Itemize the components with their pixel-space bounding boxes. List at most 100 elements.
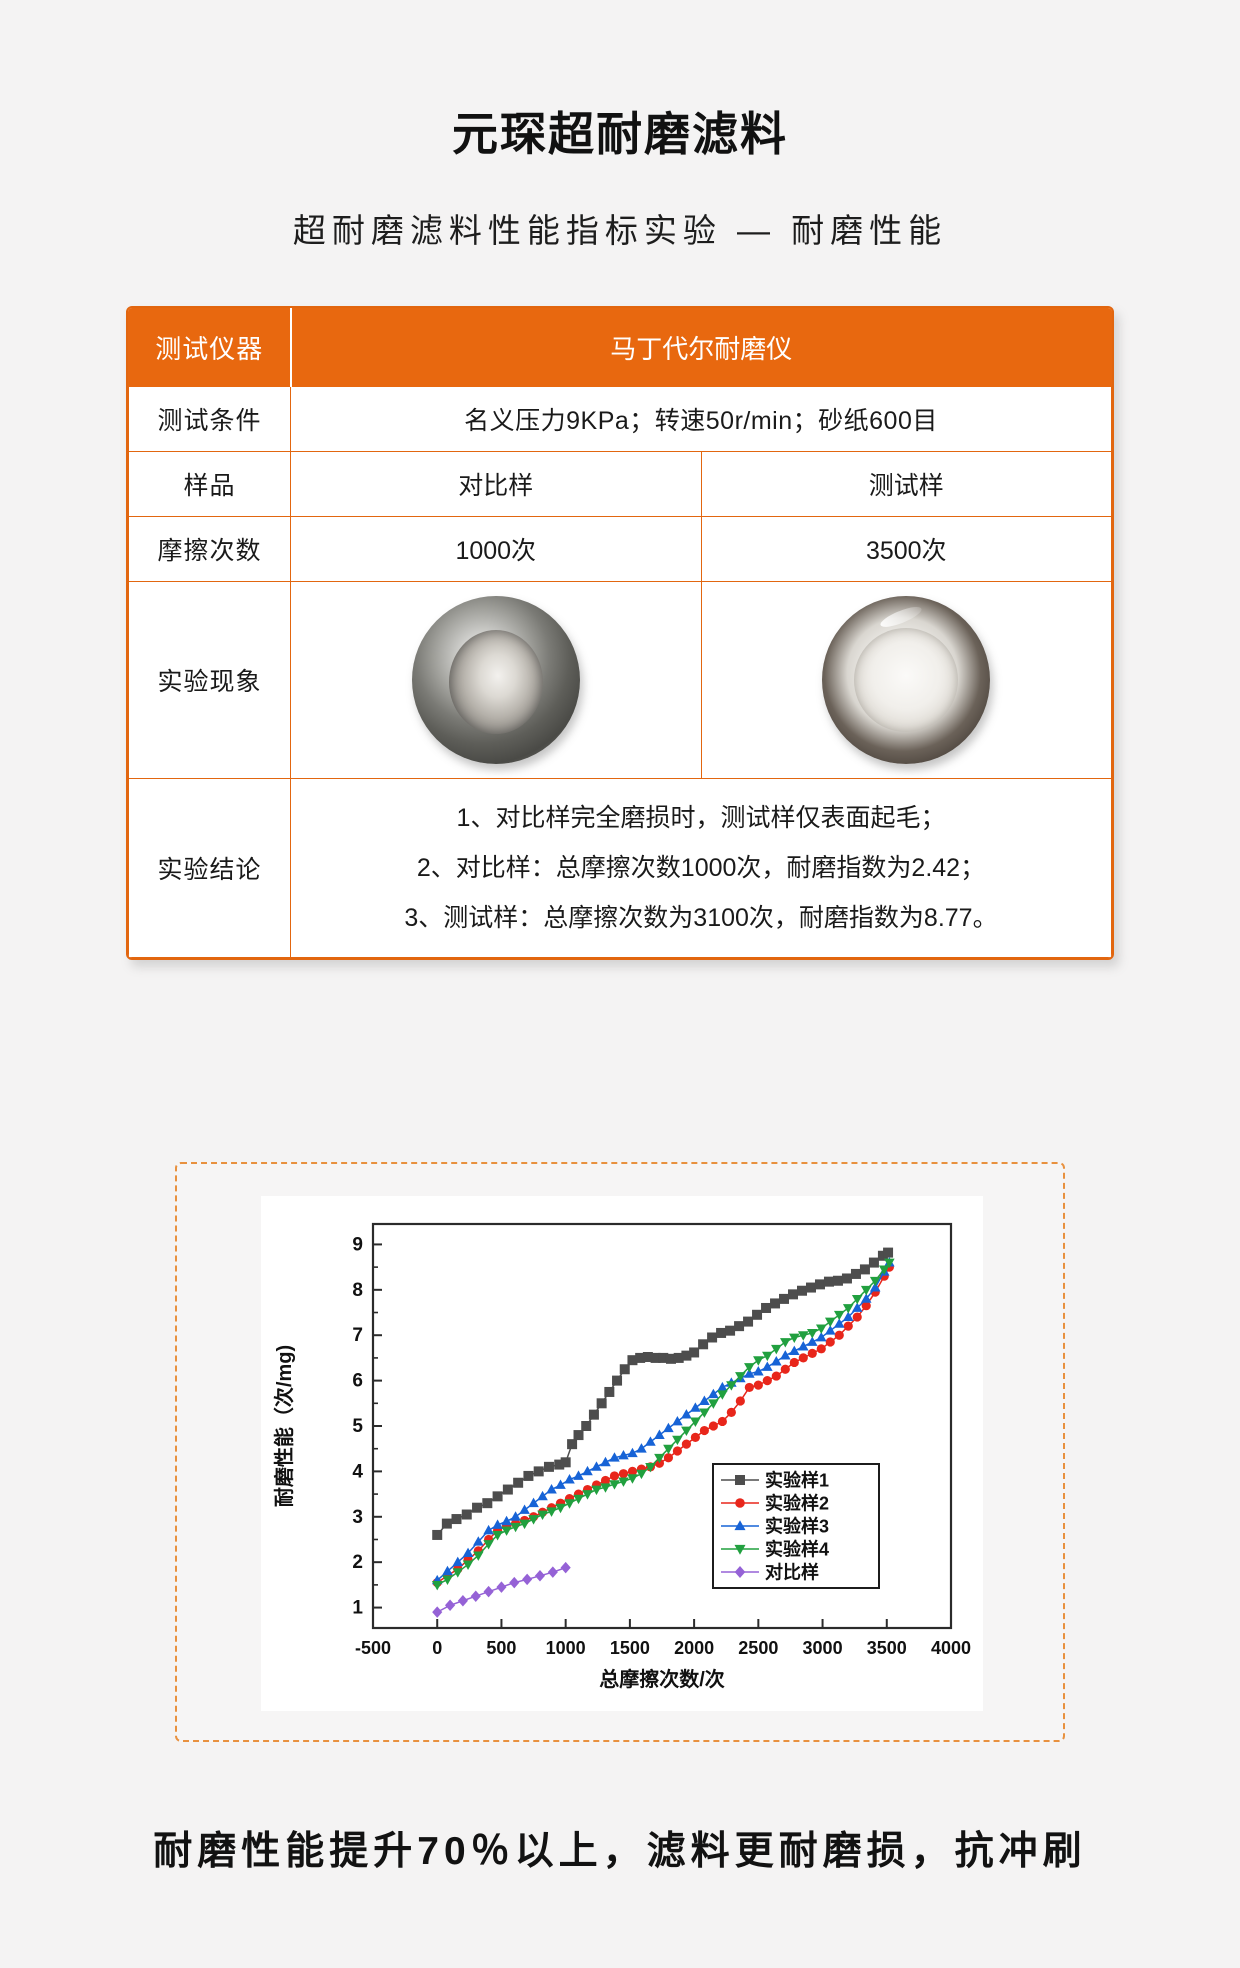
y-tick-label: 1 xyxy=(352,1598,363,1619)
y-tick-label: 2 xyxy=(352,1552,363,1573)
data-point xyxy=(806,1336,818,1346)
data-point xyxy=(650,1352,661,1363)
row-label-conclusion: 实验结论 xyxy=(128,778,291,958)
data-point xyxy=(789,1333,800,1344)
row-value-sample-test: 测试样 xyxy=(700,451,1112,517)
y-tick-label: 8 xyxy=(352,1280,363,1301)
data-point xyxy=(627,1447,638,1458)
data-point xyxy=(537,1510,548,1521)
page-title: 元琛超耐磨滤料 xyxy=(452,108,788,160)
data-point xyxy=(833,1318,845,1328)
data-point xyxy=(519,1519,530,1530)
data-point xyxy=(860,1293,872,1303)
data-point xyxy=(445,1599,456,1612)
data-point xyxy=(824,1317,836,1328)
row-value-sample-compare: 对比样 xyxy=(290,451,702,517)
chart-image: 1 2 3 4 5 6 7 8 9 -500 0 500 1000 1500 2000 2500 3000 350… xyxy=(261,1196,983,1711)
data-point xyxy=(690,1432,700,1442)
row-label-sample: 样品 xyxy=(128,451,291,517)
data-point xyxy=(582,1465,593,1476)
data-point xyxy=(717,1381,728,1392)
data-point xyxy=(636,1469,647,1480)
data-point xyxy=(735,1498,745,1508)
data-point xyxy=(604,1386,615,1397)
data-point xyxy=(779,1293,790,1304)
data-point xyxy=(815,1331,827,1342)
data-point xyxy=(546,1484,557,1494)
table-row-observation: 实验现象 xyxy=(128,581,1112,779)
data-point xyxy=(635,1352,646,1363)
data-point xyxy=(734,1520,746,1531)
data-point xyxy=(452,1556,464,1567)
data-point xyxy=(681,1409,692,1419)
table-row-sample: 样品 对比样 测试样 xyxy=(128,451,1112,517)
series-1 xyxy=(432,1247,894,1540)
data-point xyxy=(573,1494,584,1505)
data-point xyxy=(457,1595,468,1607)
data-point xyxy=(744,1368,755,1378)
y-tick-label: 9 xyxy=(352,1234,363,1255)
data-point xyxy=(492,1519,503,1529)
data-point xyxy=(501,1515,512,1526)
data-point xyxy=(663,1453,674,1463)
data-point xyxy=(734,1544,746,1555)
data-point xyxy=(716,1327,727,1338)
data-point xyxy=(663,1444,674,1455)
data-point xyxy=(824,1325,836,1335)
data-point xyxy=(564,1499,575,1509)
data-point xyxy=(753,1366,764,1376)
data-point xyxy=(663,1422,674,1433)
row-label-friction-count: 摩擦次数 xyxy=(128,516,291,582)
data-point xyxy=(609,1452,620,1462)
conclusion-line-2: 2、对比样：总摩擦次数1000次，耐磨指数为2.42； xyxy=(416,854,986,882)
data-point xyxy=(735,1396,745,1406)
data-point xyxy=(609,1471,620,1481)
data-point xyxy=(588,1409,599,1420)
data-point xyxy=(513,1477,524,1488)
data-point xyxy=(797,1341,809,1351)
data-point xyxy=(473,1536,484,1546)
legend-label: 对比样 xyxy=(765,1562,819,1583)
conclusion-text-cell: 1、对比样完全磨损时，测试样仅表面起毛； 2、对比样：总摩擦次数1000次，耐磨… xyxy=(290,778,1112,958)
y-tick-label: 6 xyxy=(352,1371,363,1392)
data-point xyxy=(798,1353,808,1363)
data-point xyxy=(878,1265,890,1275)
data-point xyxy=(645,1436,656,1446)
data-point xyxy=(482,1498,493,1509)
data-point xyxy=(850,1268,861,1279)
x-axis-label: 总摩擦次数/次 xyxy=(599,1667,725,1691)
data-point xyxy=(600,1475,611,1486)
data-point xyxy=(851,1302,863,1312)
x-tick-label: 1500 xyxy=(610,1638,650,1658)
data-point xyxy=(519,1504,530,1514)
data-point xyxy=(708,1388,719,1399)
data-point xyxy=(528,1497,539,1508)
data-point xyxy=(618,1449,629,1460)
table-row-friction-count: 摩擦次数 1000次 3500次 xyxy=(128,516,1112,582)
spec-table-container: 测试仪器 马丁代尔耐磨仪 测试条件 名义压力9KPa；转速50r/min；砂纸6… xyxy=(126,306,1114,960)
data-point xyxy=(770,1298,781,1309)
fuzzy-disc-photo-holder xyxy=(710,596,1104,764)
data-point xyxy=(805,1282,816,1293)
data-point xyxy=(483,1585,494,1598)
data-point xyxy=(771,1356,782,1366)
data-point xyxy=(681,1426,692,1437)
data-point xyxy=(654,1429,665,1439)
legend-label: 实验样1 xyxy=(765,1470,829,1491)
data-point xyxy=(510,1511,521,1521)
data-point xyxy=(492,1491,503,1502)
data-point xyxy=(868,1257,879,1268)
data-point xyxy=(591,1461,602,1471)
data-point xyxy=(560,1561,571,1574)
data-point xyxy=(612,1375,623,1386)
row-value-friction-compare: 1000次 xyxy=(290,516,702,582)
data-point xyxy=(752,1309,763,1320)
data-point xyxy=(735,1372,746,1382)
row-label-observation: 实验现象 xyxy=(128,581,291,779)
data-point xyxy=(698,1339,709,1350)
data-point xyxy=(788,1289,799,1300)
data-point xyxy=(581,1421,592,1431)
data-point xyxy=(841,1273,852,1284)
data-point xyxy=(780,1350,791,1360)
